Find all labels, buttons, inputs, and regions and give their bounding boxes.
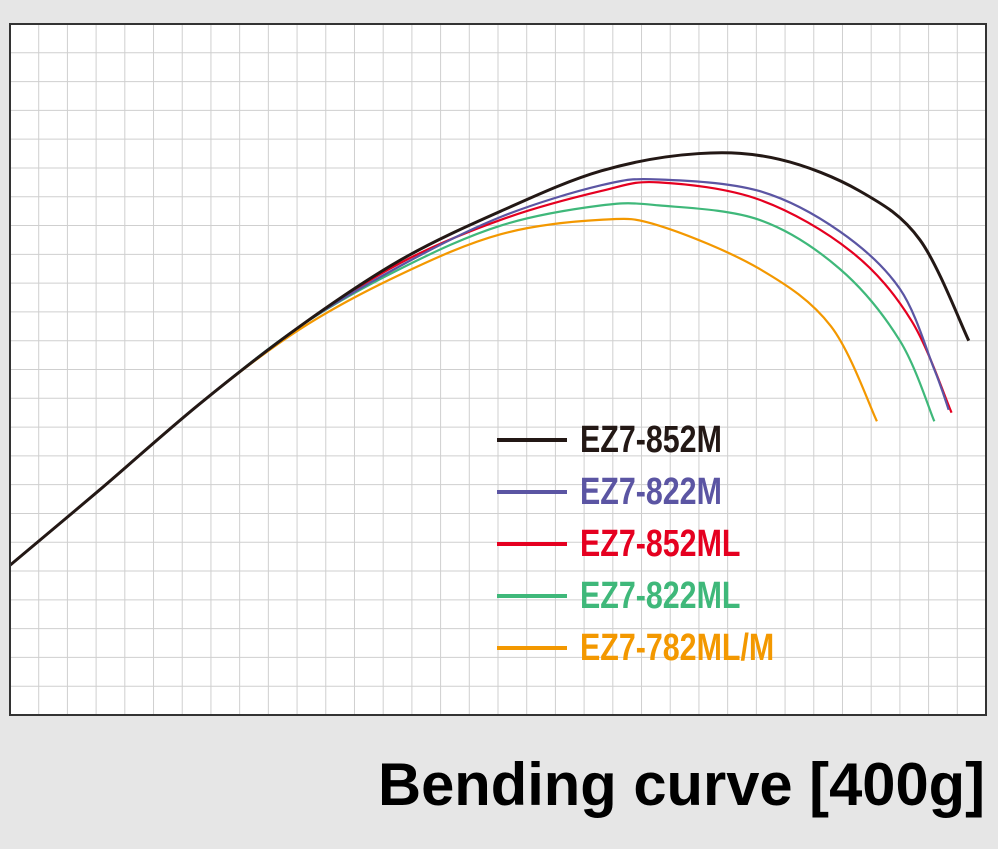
legend: EZ7-852M EZ7-822M EZ7-852ML EZ7-822ML EZ7-78… [497, 419, 774, 669]
legend-label: EZ7-822M [580, 471, 722, 513]
chart-title: Bending curve [400g] [378, 751, 985, 818]
grid [10, 24, 986, 715]
legend-label: EZ7-822ML [580, 575, 740, 617]
plot-border [9, 23, 987, 716]
legend-label: EZ7-852M [580, 419, 722, 461]
series-line [9, 151, 971, 567]
legend-label: EZ7-852ML [580, 523, 740, 565]
legend-label: EZ7-782ML/M [580, 627, 774, 669]
lines [9, 151, 971, 567]
